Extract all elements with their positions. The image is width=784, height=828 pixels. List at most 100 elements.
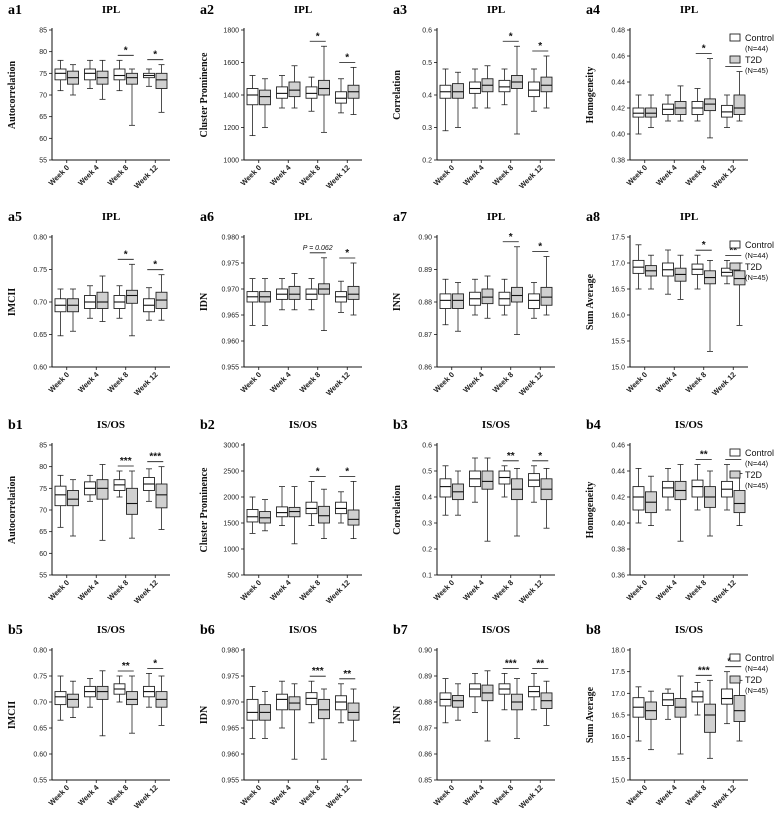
y-tick-label: 0.70 <box>33 300 47 307</box>
box-t2d <box>67 680 79 718</box>
box-t2d <box>96 670 109 737</box>
box-t2d <box>126 675 138 734</box>
panel-label: b1 <box>8 418 23 433</box>
box-t2d <box>511 678 523 739</box>
x-tick-label: Week 8 <box>106 370 131 395</box>
significance-label: * <box>124 45 128 56</box>
box-control <box>113 675 126 703</box>
y-axis-label: INN <box>392 705 403 724</box>
x-tick-label: Week 0 <box>432 783 457 808</box>
box-control <box>54 59 67 92</box>
box-control <box>632 467 645 524</box>
significance-label: ** <box>536 658 544 669</box>
panel-title: IPL <box>294 4 312 16</box>
box-control <box>305 480 318 526</box>
legend-n-control: (N=44) <box>745 44 769 53</box>
x-tick-label: Week 0 <box>239 370 264 395</box>
box-control <box>469 68 481 109</box>
box-t2d <box>481 670 494 742</box>
panel-title: IPL <box>680 4 698 16</box>
box-control <box>54 288 67 337</box>
box-iqr <box>54 485 67 507</box>
y-tick-label: 1400 <box>223 93 239 100</box>
box-t2d <box>674 464 687 542</box>
x-tick-label: Week 12 <box>132 163 159 190</box>
box-iqr <box>318 698 330 720</box>
x-tick-label: Week 4 <box>76 577 101 602</box>
x-tick-label: Week 12 <box>710 370 737 397</box>
box-iqr <box>481 288 494 305</box>
legend-n-control: (N=44) <box>745 459 769 468</box>
box-control <box>335 280 347 313</box>
significance-label: ** <box>700 450 708 461</box>
legend-label-t2d: T2D <box>745 262 763 272</box>
box-control <box>143 673 155 708</box>
x-tick-label: Week 12 <box>132 783 159 810</box>
x-tick-label: Week 12 <box>710 163 737 190</box>
box-control <box>721 671 733 725</box>
y-tick-label: 0.42 <box>611 106 625 113</box>
y-tick-label: 0.980 <box>221 235 239 242</box>
x-tick-label: Week 4 <box>268 162 293 187</box>
x-tick-label: Week 4 <box>76 162 101 187</box>
box-control <box>54 675 67 721</box>
box-iqr <box>691 479 704 498</box>
y-tick-label: 17.5 <box>611 669 625 676</box>
box-t2d <box>540 55 553 109</box>
box-control <box>662 467 674 511</box>
legend-n-control: (N=44) <box>745 664 769 673</box>
significance-label: * <box>509 232 513 243</box>
y-tick-label: 0.960 <box>221 752 239 759</box>
box-iqr <box>674 698 687 718</box>
panel-label: a5 <box>8 210 22 225</box>
y-axis-label: Cluster Prominence <box>199 52 210 137</box>
legend-swatch-control <box>729 448 741 457</box>
panel-b7: b7 IS/OS 0.85 0.86 0.87 0.88 0.89 0.90 INN Week 0… <box>392 623 555 811</box>
y-tick-label: 55 <box>39 573 47 580</box>
box-iqr <box>155 72 168 89</box>
box-iqr <box>721 104 733 118</box>
box-t2d <box>452 282 464 332</box>
box-t2d <box>704 679 716 759</box>
x-tick-label: Week 4 <box>654 577 679 602</box>
significance-label: *** <box>120 456 132 467</box>
box-t2d <box>288 272 301 311</box>
box-control <box>276 680 288 729</box>
panel-b5: b5 IS/OS 0.55 0.60 0.65 0.70 0.75 0.80 IMCII Week… <box>7 623 170 811</box>
x-tick-label: Week 12 <box>710 578 737 605</box>
x-tick-label: Week 12 <box>324 578 351 605</box>
box-t2d <box>347 66 360 115</box>
panel-title: IS/OS <box>289 624 317 636</box>
box-control <box>721 94 733 128</box>
y-tick-label: 0.87 <box>418 332 432 339</box>
y-tick-label: 0.955 <box>221 778 239 785</box>
y-tick-label: 0.75 <box>33 674 47 681</box>
box-t2d <box>259 78 271 128</box>
box-control <box>113 59 126 92</box>
y-tick-label: 0.65 <box>33 332 47 339</box>
box-control <box>143 68 155 87</box>
box-iqr <box>540 286 553 306</box>
box-t2d <box>259 278 271 326</box>
y-tick-label: 0.38 <box>611 158 625 165</box>
box-control <box>305 76 318 112</box>
y-tick-label: 0.965 <box>221 313 239 320</box>
panel-label: a1 <box>8 3 22 18</box>
significance-label: *** <box>727 657 739 668</box>
x-tick-label: Week 0 <box>239 163 264 188</box>
y-tick-label: 75 <box>39 486 47 493</box>
y-axis-label: Correlation <box>392 485 403 535</box>
y-tick-label: 85 <box>39 28 47 35</box>
legend-swatch-control <box>729 33 741 42</box>
y-tick-label: 0.89 <box>418 674 432 681</box>
box-t2d <box>318 257 330 332</box>
y-axis-label: Homogeneity <box>585 67 596 124</box>
x-tick-label: Week 0 <box>432 578 457 603</box>
box-t2d <box>540 467 553 529</box>
box-iqr <box>733 270 746 286</box>
y-tick-label: 0.80 <box>33 648 47 655</box>
panel-label: b7 <box>393 623 408 638</box>
box-iqr <box>276 86 288 99</box>
